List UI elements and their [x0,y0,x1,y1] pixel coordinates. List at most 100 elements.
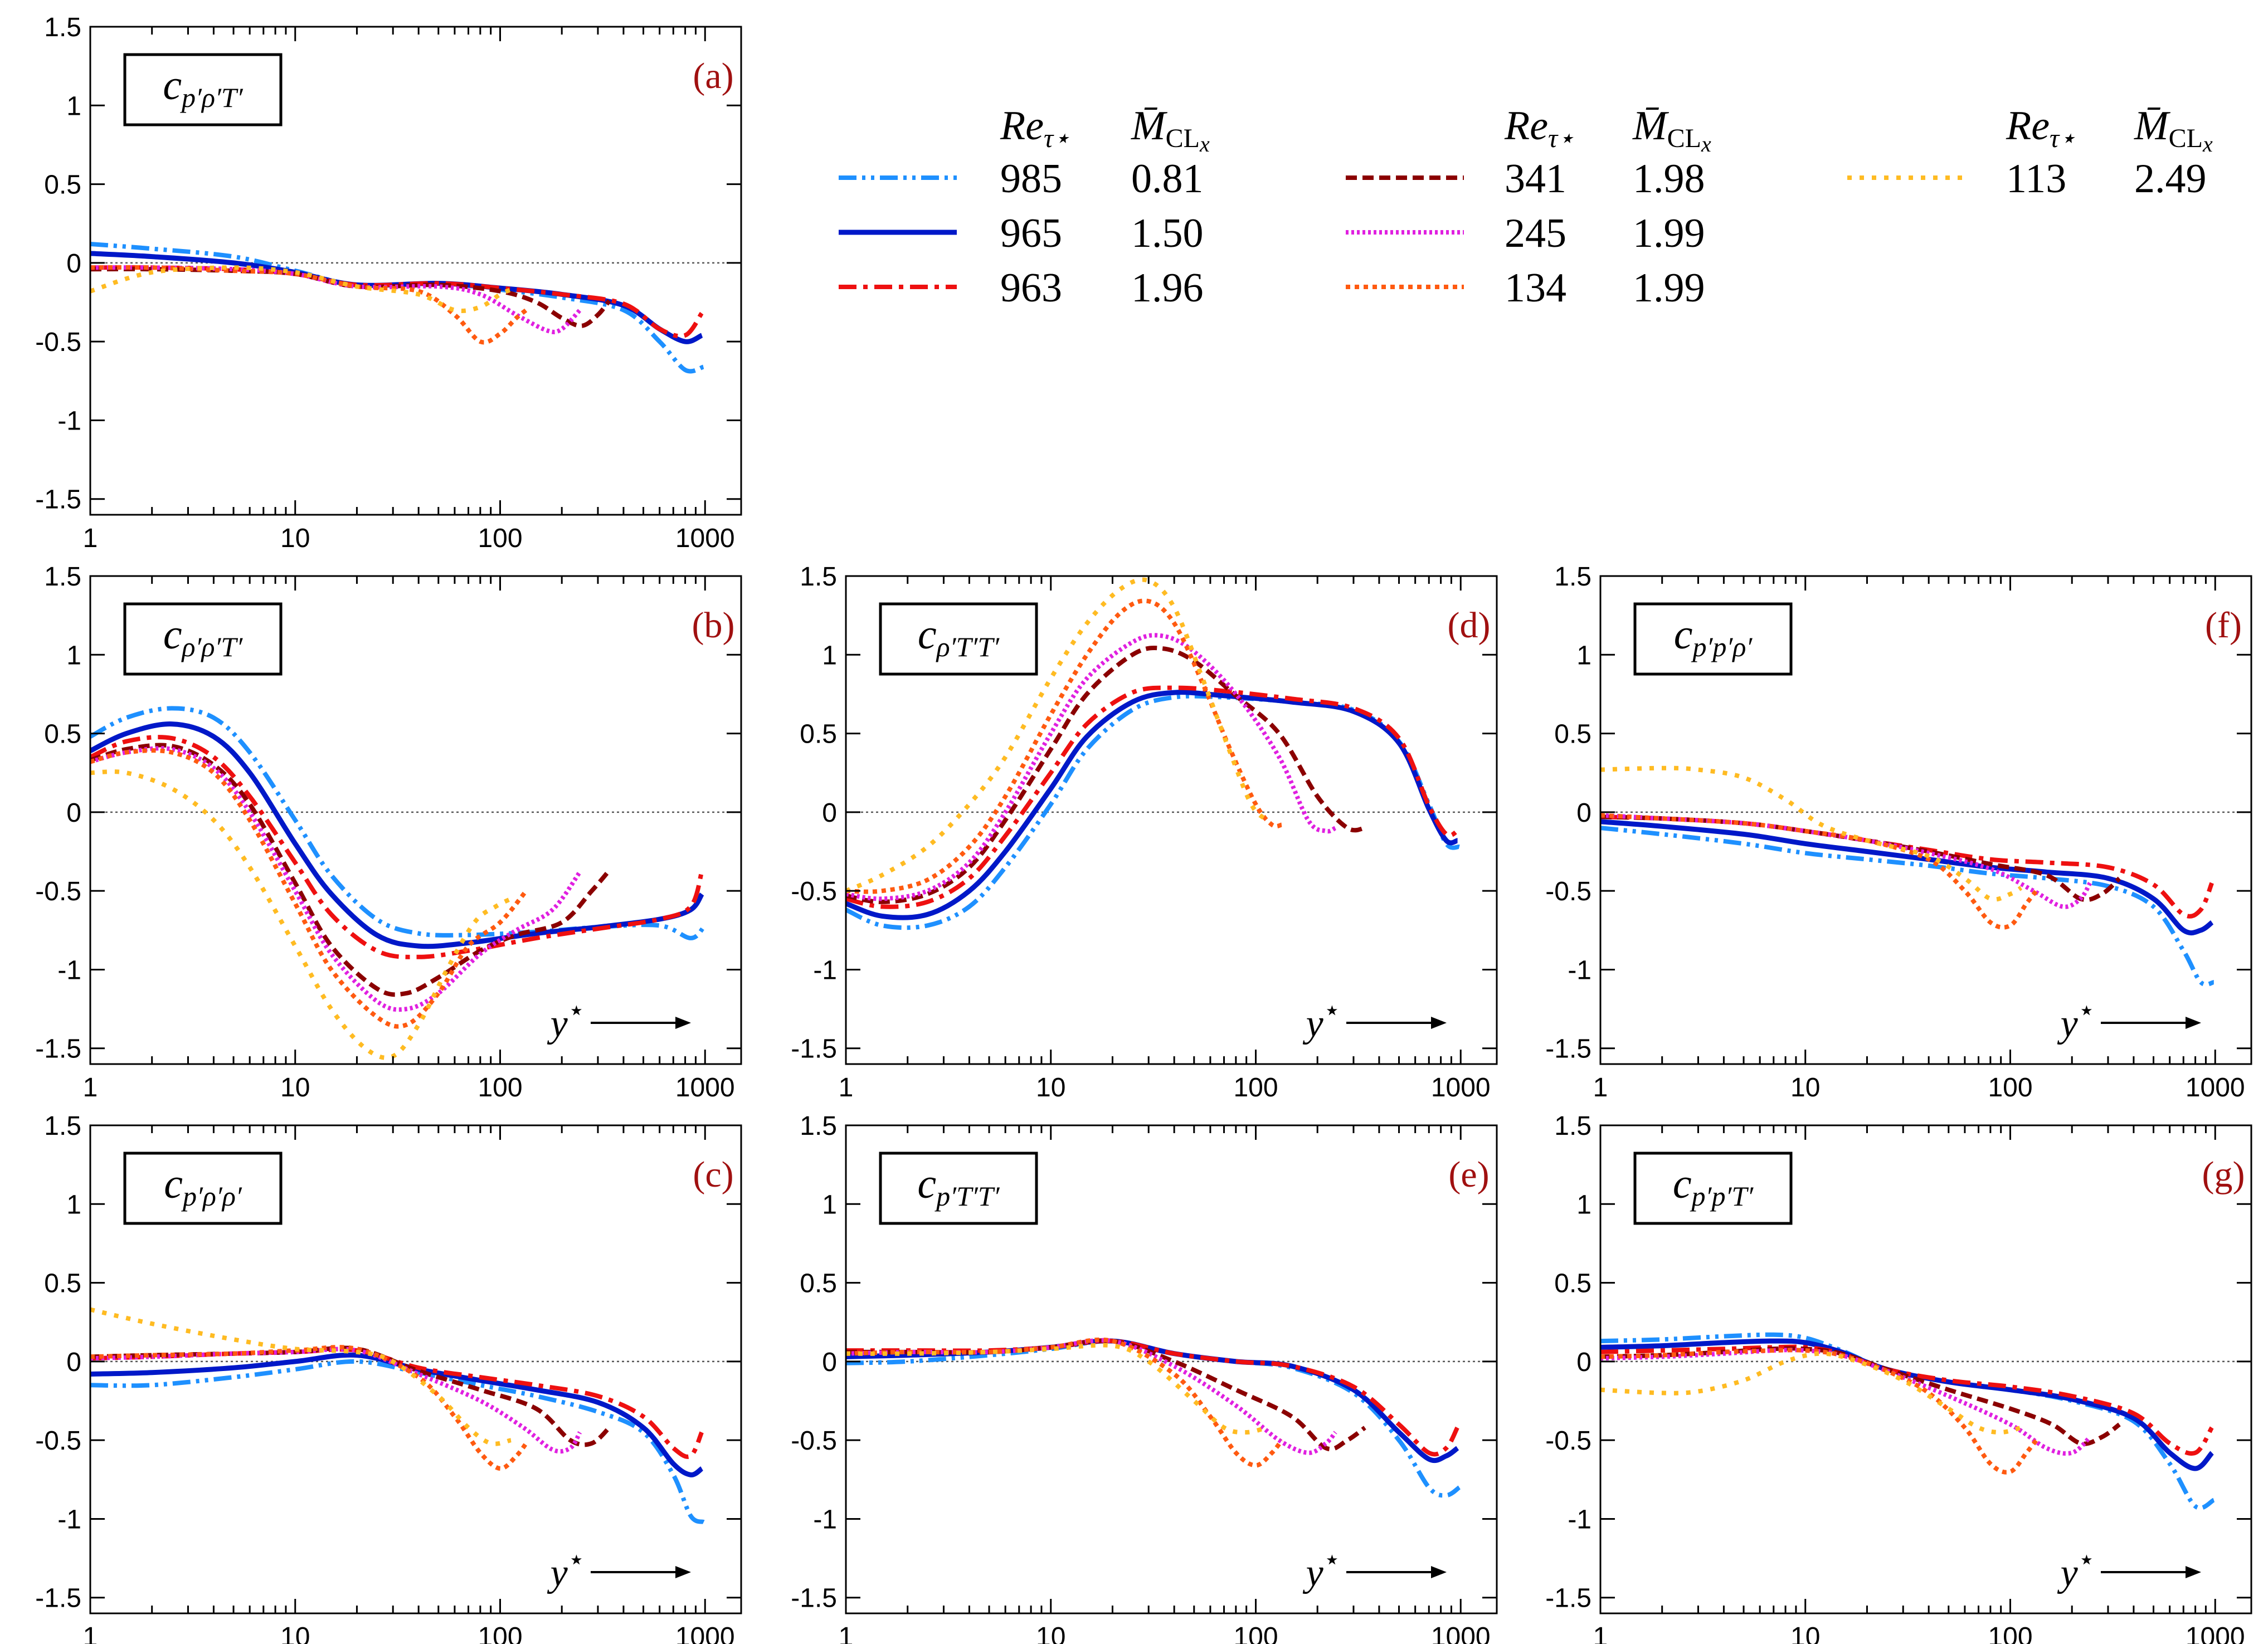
series-line-113 [846,577,1268,893]
x-tick-label: 1000 [2186,1073,2245,1102]
y-tick-label: 0 [66,249,81,279]
y-tick-label: 0.5 [44,1269,81,1299]
series-line-134 [90,748,528,1029]
y-tick-label: 0 [1576,1348,1592,1377]
series-line-341 [1600,1346,2121,1446]
series-line-134 [1600,1348,2038,1475]
x-tick-label: 1000 [675,1073,735,1102]
panel-b: 1 10 100 1000 1.5 1 0.5 0 -0.5 -1 -1.5 (b) cρ′ρ′T′ y⋆ [35,562,742,1102]
y-tick-label: 0.5 [1554,1269,1592,1299]
series-line-985 [846,1339,1461,1498]
quantity-label: cp′p′T′ [1673,1160,1754,1212]
series-line-963 [846,1338,1459,1457]
y-tick-label: -1.5 [35,485,81,515]
quantity-label: cρ′T′T′ [918,611,1000,662]
x-tick-label: 1 [1593,1622,1608,1644]
quantity-box [1633,602,1793,676]
x-tick-label: 1 [83,524,98,553]
series-group [1600,765,2215,987]
quantity-label: cp′ρ′T′ [163,62,243,113]
x-tick-label: 1000 [1431,1073,1491,1102]
ystar-arrowhead [2186,1017,2201,1029]
legend-header-m: M̄CLx [1131,103,1210,157]
plot-frame [845,1124,1498,1614]
quantity-box [123,1152,283,1225]
x-tick-label: 10 [280,524,310,553]
legend-m-value: 0.81 [1131,156,1204,202]
x-tick-label: 100 [1988,1073,2032,1102]
y-tick-label: 1.5 [44,1111,81,1141]
y-tick-label: 0.5 [800,1269,837,1299]
series-line-113 [90,265,512,313]
x-tick-label: 10 [1036,1622,1065,1644]
x-tick-label: 1000 [675,524,735,553]
legend-header-re: Reτ⋆ [1000,103,1070,153]
x-tick-label: 10 [1790,1622,1820,1644]
series-line-965 [1600,1338,2214,1471]
series-group [90,242,705,374]
y-tick-label: -1 [57,1505,81,1534]
x-tick-label: 100 [478,1622,522,1644]
x-tick-label: 1 [839,1622,854,1644]
x-tick-label: 1 [83,1073,98,1102]
x-tick-label: 100 [478,524,522,553]
ystar-label: y⋆ [1303,994,1341,1045]
y-tick-label: 1 [66,1190,81,1219]
y-tick-label: 1.5 [800,562,837,592]
series-line-341 [846,646,1366,904]
quantity-box [879,1152,1038,1225]
ystar-arrowhead [675,1017,691,1029]
y-tick-label: 1 [66,641,81,670]
legend-header-re: Reτ⋆ [1504,103,1574,153]
series-line-245 [90,1347,582,1454]
y-tick-label: -1.5 [35,1584,81,1613]
quantity-box [123,53,283,126]
panel-letter: (g) [2202,1154,2245,1195]
panel-f: 1 10 100 1000 1.5 1 0.5 0 -0.5 -1 -1.5 (f) cp′p′ρ′ y⋆ [1545,562,2252,1102]
ystar-arrowhead [675,1566,691,1578]
plot-frame [89,26,742,516]
series-line-341 [90,1345,611,1447]
y-tick-label: -1.5 [791,1584,837,1613]
legend-re-value: 985 [1000,156,1062,202]
legend-m-value: 1.96 [1131,265,1204,311]
panel-letter: (e) [1448,1154,1489,1195]
x-tick-label: 100 [478,1073,522,1102]
legend-re-value: 341 [1505,156,1566,202]
y-tick-label: 0 [822,1348,837,1377]
legend-m-value: 1.50 [1131,211,1204,256]
panel-letter: (a) [693,56,733,96]
y-tick-label: 1 [66,91,81,121]
ystar-label: y⋆ [2057,994,2095,1045]
y-tick-label: -1.5 [1545,1584,1592,1613]
y-tick-label: 0.5 [44,720,81,749]
quantity-box [1633,1152,1793,1225]
panel-letter: (d) [1448,605,1491,646]
x-tick-label: 10 [280,1622,310,1644]
x-tick-label: 1000 [675,1622,735,1644]
x-tick-label: 1 [1593,1073,1608,1102]
x-tick-label: 100 [1988,1622,2032,1644]
series-group [90,706,705,1060]
quantity-label: cρ′ρ′T′ [163,611,243,662]
plot-frame [89,575,742,1065]
quantity-box [879,602,1038,676]
series-line-965 [90,1352,704,1477]
ystar-arrowhead [1431,1017,1447,1029]
panel-g: 1 10 100 1000 1.5 1 0.5 0 -0.5 -1 -1.5 (g) cp′p′T′ y⋆ [1545,1111,2252,1644]
series-group [846,577,1460,930]
series-line-963 [90,735,704,959]
ystar-label: y⋆ [547,994,585,1045]
y-tick-label: -1.5 [35,1035,81,1064]
y-tick-label: -1 [1568,1505,1592,1534]
x-tick-label: 1 [83,1622,98,1644]
series-line-134 [846,598,1282,894]
legend-m-value: 1.99 [1633,211,1705,256]
panel-letter: (b) [692,605,735,646]
series-line-113 [90,1307,512,1446]
y-tick-label: 0 [66,798,81,828]
series-line-245 [846,633,1337,901]
series-line-985 [1600,826,2215,987]
y-tick-label: 0 [822,798,837,828]
